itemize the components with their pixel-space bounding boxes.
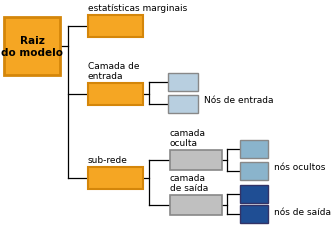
Text: camada
de saída: camada de saída [170,173,208,192]
Bar [240,162,268,180]
Bar [168,74,198,92]
Bar [240,185,268,203]
Bar [170,150,222,170]
Bar [170,195,222,215]
Bar [168,96,198,113]
Text: nós ocultos: nós ocultos [274,163,325,172]
Text: Camada de
entrada: Camada de entrada [88,61,139,81]
Text: Raiz
do modelo: Raiz do modelo [1,36,63,58]
Text: camada
oculta: camada oculta [170,128,206,147]
Bar [240,205,268,223]
Bar [88,84,143,106]
Bar [88,16,143,38]
Bar [88,167,143,189]
Text: nós de saída: nós de saída [274,208,331,216]
Text: Nós de entrada: Nós de entrada [204,96,273,105]
Bar [4,18,60,76]
Text: estatísticas marginais: estatísticas marginais [88,4,187,13]
Bar [240,140,268,158]
Text: sub-rede: sub-rede [88,155,128,164]
